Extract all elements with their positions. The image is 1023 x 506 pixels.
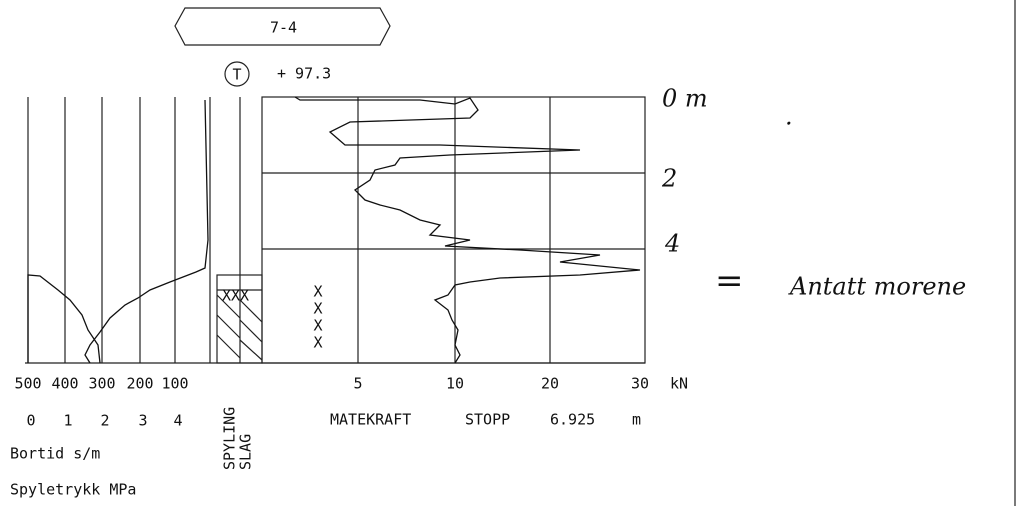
depth-4: 4 [664,230,680,258]
bortid-tick: 400 [51,375,78,393]
spyletrykk-tick: 0 [26,412,35,430]
matekraft-curve [294,96,641,364]
stopp-depth: 6.925 [550,411,595,429]
spyling-label: SPYLING [221,407,239,470]
depth-0: 0 m [662,85,708,113]
stopp-label: STOPP [465,411,510,429]
bortid-tick: 100 [161,375,188,393]
spyletrykk-tick: 1 [63,412,72,430]
bortid-label: Bortid s/m [10,445,100,463]
symbol-circle [224,61,250,87]
matekraft-mark: X [313,300,322,318]
right-grid [261,96,646,364]
matekraft-mark: X [313,317,322,335]
spyletrykk-tick: 4 [173,412,182,430]
equals: = [715,261,744,301]
slag-label: SLAG [237,434,255,470]
matekraft-tick: 30 [631,375,649,393]
matekraft-mark: X [313,283,322,301]
bortid-curve [27,99,209,364]
stopp-unit: m [632,411,641,429]
matekraft-tick: 10 [446,375,464,393]
hole-label: 7-4 [270,19,297,37]
depth-2: 2 [661,165,677,193]
bortid-tick: 300 [88,375,115,393]
slag-marks: XXX [222,287,249,305]
matekraft-tick: 20 [541,375,559,393]
matekraft-unit: kN [670,375,688,393]
bortid-tick: 200 [126,375,153,393]
symbol: T [232,66,241,84]
spyletrykk-tick: 3 [138,412,147,430]
label-box [174,7,391,46]
layout [25,0,1016,506]
matekraft-label: MATEKRAFT [330,411,411,429]
elevation: + 97.3 [277,65,331,83]
matekraft-tick: 5 [353,375,362,393]
dot: . [785,103,793,131]
spyletrykk-tick: 2 [100,412,109,430]
bortid-tick: 500 [14,375,41,393]
note: Antatt morene [788,273,966,301]
spyletrykk-label: Spyletrykk MPa [10,481,136,499]
matekraft-mark: X [313,334,322,352]
